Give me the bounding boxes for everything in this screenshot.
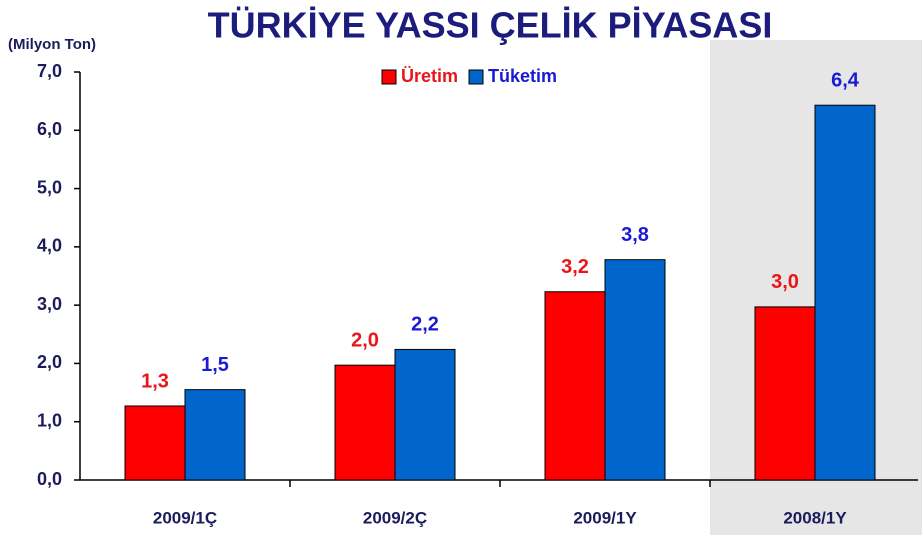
- bar: [754, 306, 816, 481]
- y-tick-label: 2,0: [37, 352, 62, 372]
- legend-swatch: [381, 69, 397, 85]
- x-tick-label: 2009/1Ç: [153, 508, 217, 527]
- bar: [604, 259, 666, 481]
- x-tick-label: 2008/1Y: [783, 508, 847, 527]
- y-tick-label: 4,0: [37, 236, 62, 256]
- bar: [124, 405, 186, 481]
- bar: [334, 364, 396, 481]
- value-label: 2,2: [411, 314, 439, 336]
- legend-swatch: [468, 69, 484, 85]
- chart-title: TÜRKİYE YASSI ÇELİK PİYASASI: [208, 5, 773, 46]
- bar: [184, 389, 246, 481]
- y-tick-label: 6,0: [37, 119, 62, 139]
- y-axis-label: (Milyon Ton): [8, 36, 96, 53]
- y-tick-label: 0,0: [37, 469, 62, 489]
- value-label: 1,3: [141, 370, 169, 392]
- value-label: 2,0: [351, 329, 379, 351]
- x-tick-label: 2009/1Y: [573, 508, 637, 527]
- value-label: 3,0: [771, 271, 799, 293]
- legend-label: Tüketim: [488, 66, 557, 86]
- y-tick-label: 1,0: [37, 410, 62, 430]
- x-tick-label: 2009/2Ç: [363, 508, 427, 527]
- value-label: 1,5: [201, 354, 229, 376]
- value-label: 6,4: [831, 70, 860, 92]
- legend-label: Üretim: [401, 66, 458, 86]
- bar: [814, 104, 876, 481]
- value-label: 3,8: [621, 224, 649, 246]
- y-tick-label: 7,0: [37, 61, 62, 81]
- bar: [394, 348, 456, 481]
- bar: [544, 291, 606, 481]
- y-tick-label: 3,0: [37, 294, 62, 314]
- y-tick-label: 5,0: [37, 177, 62, 197]
- value-label: 3,2: [561, 256, 589, 278]
